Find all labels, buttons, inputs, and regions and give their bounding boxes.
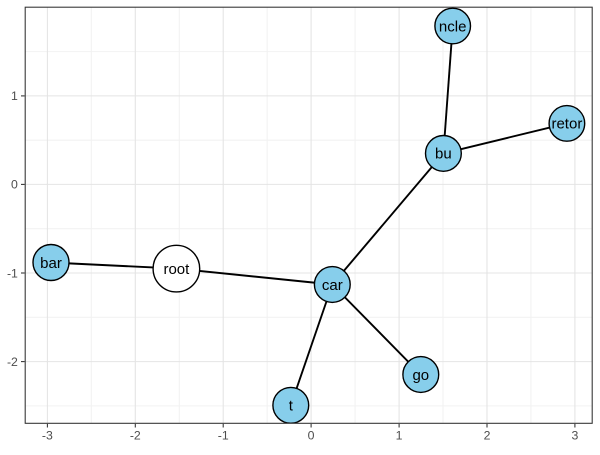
svg-text:root: root	[163, 261, 190, 278]
svg-text:-3: -3	[42, 429, 53, 443]
svg-text:go: go	[412, 367, 429, 384]
svg-text:0: 0	[11, 178, 18, 192]
svg-text:0: 0	[308, 429, 315, 443]
svg-text:bu: bu	[435, 146, 452, 163]
svg-text:bar: bar	[40, 255, 62, 272]
svg-text:retor: retor	[551, 116, 582, 133]
svg-text:-2: -2	[130, 429, 141, 443]
svg-text:car: car	[322, 277, 343, 294]
svg-text:-2: -2	[7, 355, 18, 369]
svg-text:3: 3	[571, 429, 578, 443]
svg-text:2: 2	[484, 429, 491, 443]
svg-text:1: 1	[11, 89, 18, 103]
svg-text:ncle: ncle	[439, 18, 467, 35]
svg-text:t: t	[289, 398, 294, 415]
svg-text:-1: -1	[7, 266, 18, 280]
svg-text:1: 1	[396, 429, 403, 443]
svg-text:-1: -1	[218, 429, 229, 443]
